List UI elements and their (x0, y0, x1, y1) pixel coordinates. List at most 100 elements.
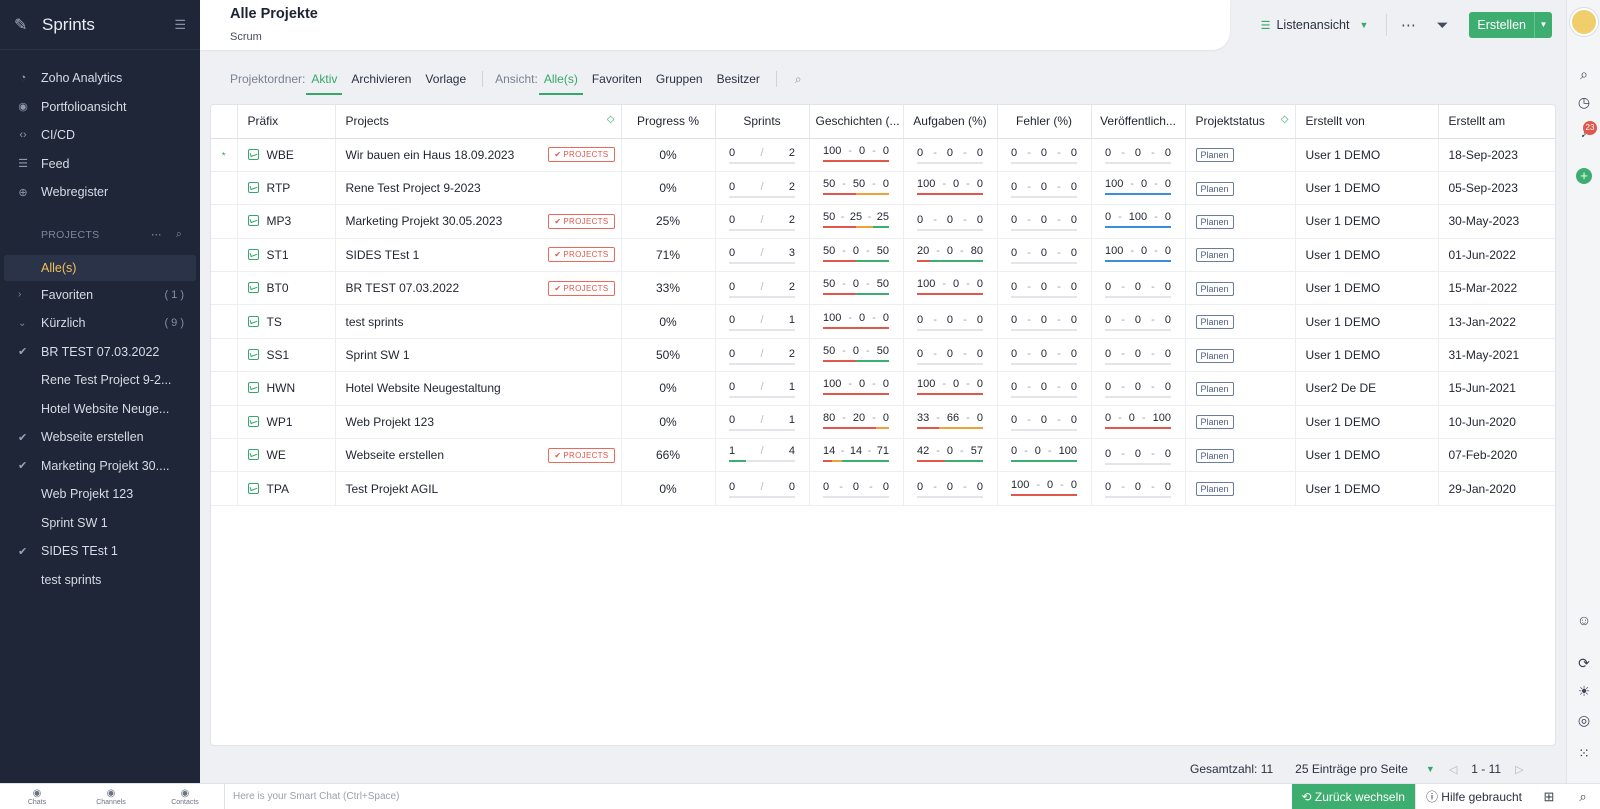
project-name[interactable]: Sprint SW 1 (345, 348, 410, 363)
compass-icon[interactable]: ◎ (1577, 712, 1591, 728)
project-name[interactable]: Hotel Website Neugestaltung (345, 381, 501, 396)
project-name[interactable]: test sprints (345, 314, 404, 329)
table-row[interactable]: TS test sprints 0% 0/1 100-0-0 0-0-0 0-0-0 0-0-… (211, 304, 1555, 339)
table-row[interactable]: ST1 SIDES TEst 1 ✔ PROJECTS 71% 0/3 50-0-50 20-… (211, 238, 1555, 273)
recent-project-item[interactable]: Web Projekt 123 (0, 480, 200, 509)
search-icon[interactable]: ⌕ (794, 71, 802, 86)
sidebar-item-webregister[interactable]: ⊕ Webregister (0, 178, 200, 207)
prev-page-icon[interactable]: ◁ (1448, 763, 1458, 776)
recent-project-item[interactable]: Sprint SW 1 (0, 509, 200, 538)
column-header[interactable]: Fehler (%) (997, 105, 1092, 139)
tab-besitzer[interactable]: Besitzer (716, 72, 760, 86)
project-name[interactable]: Marketing Projekt 30.05.2023 (345, 214, 503, 229)
status-badge[interactable]: Planen (1195, 214, 1234, 229)
project-name-cell[interactable]: Wir bauen ein Haus 18.09.2023 ✔ PROJECTS (335, 138, 622, 172)
status-badge[interactable]: Planen (1195, 248, 1234, 263)
table-row[interactable]: TPA Test Projekt AGIL 0% 0/0 0-0-0 0-0-0 100-0… (211, 471, 1555, 506)
column-header[interactable]: Präfix (237, 105, 336, 139)
smart-chat-input[interactable]: Here is your Smart Chat (Ctrl+Space) (224, 783, 1292, 809)
create-dropdown-icon[interactable]: ▼ (1534, 12, 1552, 38)
table-row[interactable]: * WBE Wir bauen ein Haus 18.09.2023 ✔ PROJEC… (211, 138, 1555, 172)
projects-tag[interactable]: ✔ PROJECTS (548, 213, 615, 229)
recent-project-item[interactable]: Rene Test Project 9-2... (0, 366, 200, 395)
table-row[interactable]: HWN Hotel Website Neugestaltung 0% 0/1 100-0… (211, 371, 1555, 406)
list-view-button[interactable]: ☰ Listenansicht ▼ (1247, 12, 1383, 38)
map-icon[interactable]: ⊞ (1543, 788, 1555, 804)
more-options-icon[interactable]: ⋯ (151, 228, 162, 241)
recent-project-item[interactable]: Hotel Website Neuge... (0, 395, 200, 424)
table-row[interactable]: MP3 Marketing Projekt 30.05.2023 ✔ PROJECTS… (211, 204, 1555, 239)
recent-project-item[interactable]: ✔ Marketing Projekt 30.... (0, 452, 200, 481)
table-row[interactable]: WE Webseite erstellen ✔ PROJECTS 66% 1/4 14-14… (211, 438, 1555, 473)
project-name-cell[interactable]: Marketing Projekt 30.05.2023 ✔ PROJECTS (335, 204, 622, 239)
sidebar-item-all[interactable]: Alle(s) (4, 254, 196, 281)
project-name-cell[interactable]: test sprints (335, 304, 622, 339)
tab-alle-s-[interactable]: Alle(s) (538, 68, 583, 95)
column-header[interactable]: Erstellt am (1438, 105, 1555, 139)
tab-vorlage[interactable]: Vorlage (425, 72, 467, 86)
tab-favoriten[interactable]: Favoriten (591, 72, 642, 86)
sidebar-item-portfolioansicht[interactable]: ◉ Portfolioansicht (0, 93, 200, 122)
channels-tab[interactable]: ◉ Channels (74, 787, 148, 807)
column-header[interactable]: Erstellt von (1295, 105, 1439, 139)
project-name-cell[interactable]: Sprint SW 1 (335, 338, 622, 373)
status-badge[interactable]: Planen (1195, 381, 1234, 396)
sidebar-group-kürzlich[interactable]: ⌄ Kürzlich ( 9 ) (0, 309, 200, 338)
project-name-cell[interactable]: Hotel Website Neugestaltung (335, 371, 622, 406)
sort-icon[interactable]: ◇ (1280, 114, 1289, 126)
project-name[interactable]: Rene Test Project 9-2023 (345, 181, 481, 196)
status-badge[interactable]: Planen (1195, 348, 1234, 363)
project-name[interactable]: Wir bauen ein Haus 18.09.2023 (345, 147, 515, 162)
search-icon[interactable]: ⌕ (1580, 66, 1588, 82)
project-name-cell[interactable]: Rene Test Project 9-2023 (335, 171, 622, 206)
projects-tag[interactable]: ✔ PROJECTS (548, 247, 615, 263)
project-name-cell[interactable]: Web Projekt 123 (335, 405, 622, 440)
search-icon[interactable]: ⌕ (1579, 788, 1587, 804)
table-row[interactable]: WP1 Web Projekt 123 0% 0/1 80-20-0 33-66-0 0-0… (211, 405, 1555, 440)
column-header[interactable]: Progress % (621, 105, 716, 139)
sidebar-item-feed[interactable]: ☰ Feed (0, 150, 200, 179)
switch-back-button[interactable]: ⟲ Zurück wechseln (1291, 783, 1415, 809)
sidebar-item-ci-cd[interactable]: ‹› CI/CD (0, 121, 200, 150)
chats-tab[interactable]: ◉ Chats (0, 787, 74, 807)
collapse-sidebar-icon[interactable]: ☰ (174, 16, 186, 32)
theme-icon[interactable]: ☀ (1577, 683, 1591, 699)
column-header[interactable]: Sprints (715, 105, 810, 139)
project-name[interactable]: SIDES TEst 1 (345, 247, 420, 262)
more-actions-icon[interactable]: ⋯ (1400, 17, 1416, 34)
column-header[interactable]: Projektstatus ◇ (1185, 105, 1296, 139)
status-badge[interactable]: Planen (1195, 181, 1234, 196)
status-badge[interactable]: Planen (1195, 148, 1234, 163)
chevron-down-icon[interactable]: ▼ (1425, 764, 1435, 774)
help-button[interactable]: ⓘ Hilfe gebraucht (1414, 783, 1532, 809)
projects-tag[interactable]: ✔ PROJECTS (548, 147, 615, 163)
projects-tag[interactable]: ✔ PROJECTS (548, 280, 615, 296)
tab-archivieren[interactable]: Archivieren (351, 72, 412, 86)
next-page-icon[interactable]: ▷ (1515, 763, 1524, 776)
column-header[interactable]: Aufgaben (%) (903, 105, 998, 139)
project-name[interactable]: BR TEST 07.03.2022 (345, 281, 460, 296)
per-page-select[interactable]: 25 Einträge pro Seite (1295, 762, 1408, 776)
add-icon[interactable]: + (1576, 168, 1592, 184)
status-badge[interactable]: Planen (1195, 281, 1234, 296)
sidebar-group-favoriten[interactable]: › Favoriten ( 1 ) (0, 281, 200, 310)
project-name-cell[interactable]: BR TEST 07.03.2022 ✔ PROJECTS (335, 271, 622, 306)
search-projects-icon[interactable]: ⌕ (175, 228, 182, 240)
projects-tag[interactable]: ✔ PROJECTS (548, 447, 615, 463)
recent-project-item[interactable]: test sprints (0, 566, 200, 595)
recent-project-item[interactable]: ✔ BR TEST 07.03.2022 (0, 338, 200, 367)
tab-aktiv[interactable]: Aktiv (306, 68, 343, 95)
status-badge[interactable]: Planen (1195, 315, 1234, 330)
column-header[interactable]: Projects ◇ (335, 105, 622, 139)
table-row[interactable]: BT0 BR TEST 07.03.2022 ✔ PROJECTS 33% 0/2 50-0… (211, 271, 1555, 306)
timer-icon[interactable]: ◷ (1577, 94, 1591, 110)
status-badge[interactable]: Planen (1195, 415, 1234, 430)
integrations-icon[interactable]: ⟳ (1578, 655, 1590, 671)
sidebar-item-zoho-analytics[interactable]: ◔ Zoho Analytics (0, 64, 200, 93)
project-name[interactable]: Test Projekt AGIL (345, 481, 439, 496)
table-row[interactable]: SS1 Sprint SW 1 50% 0/2 50-0-50 0-0-0 0-0-0 0-0… (211, 338, 1555, 373)
filter-icon[interactable]: ⏷ (1436, 16, 1449, 34)
status-badge[interactable]: Planen (1195, 448, 1234, 463)
project-name-cell[interactable]: SIDES TEst 1 ✔ PROJECTS (335, 238, 622, 273)
create-button[interactable]: Erstellen ▼ (1469, 12, 1552, 38)
